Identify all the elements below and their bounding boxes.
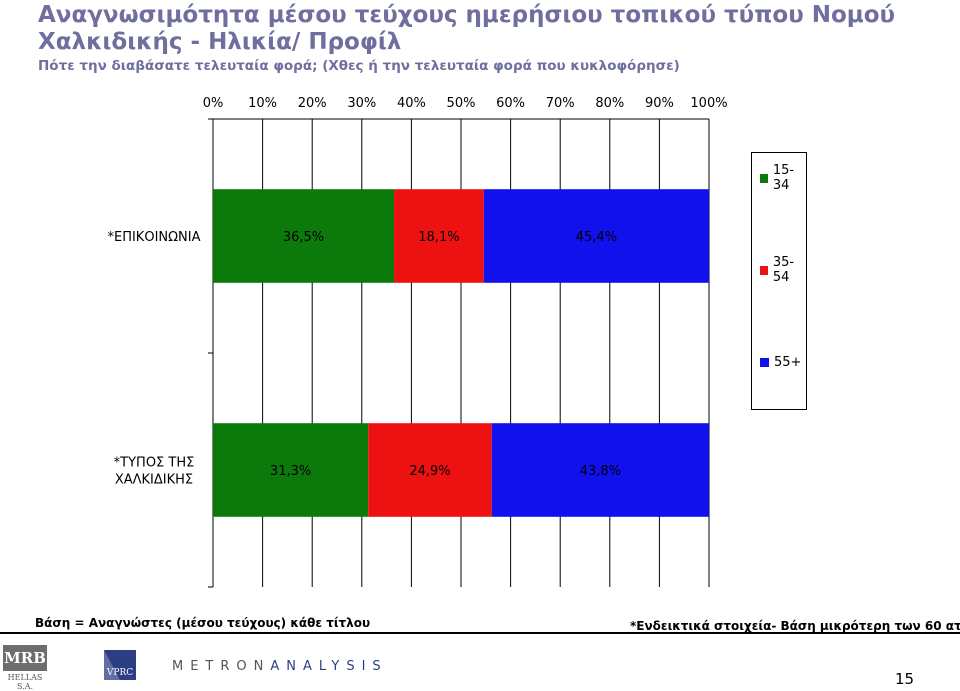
footer-base-note: Βάση = Αναγνώστες (μέσου τεύχους) κάθε τ… xyxy=(35,616,371,630)
legend-swatch-35-54 xyxy=(760,265,768,275)
category-label: *ΕΠΙΚΟΙΝΩΝΙΑ xyxy=(107,230,200,245)
page-title: Αναγνωσιμότητα μέσου τεύχους ημερήσιου τ… xyxy=(38,2,896,55)
x-tick-label: 10% xyxy=(248,96,277,111)
stacked-bar-chart: 0% 10% 20% 30% 40% 50% 60% 70% 80% 90% 100% 36,5% 18… xyxy=(107,96,728,588)
x-tick-label: 0% xyxy=(203,96,224,111)
x-tick-label: 50% xyxy=(447,96,476,111)
bar-segment xyxy=(483,189,709,283)
bar-segment xyxy=(368,423,492,517)
x-tick-label: 30% xyxy=(347,96,376,111)
category-label: *ΤΥΠΟΣ ΤΗΣ ΧΑΛΚΙΔΙΚΗΣ xyxy=(114,456,195,488)
chart-legend: 15-34 35-54 55+ xyxy=(751,152,807,410)
x-tick-label: 80% xyxy=(595,96,624,111)
legend-item-15-34: 15-34 xyxy=(760,163,806,193)
x-tick-label: 20% xyxy=(298,96,327,111)
footer-indicative-note: *Ενδεικτικά στοιχεία- Βάση μικρότερη των… xyxy=(630,619,960,633)
mrb-logo-subtitle: HELLAS S.A. xyxy=(7,673,43,691)
legend-swatch-55-plus xyxy=(760,357,769,367)
chart-subtitle: Πότε την διαβάσατε τελευταία φορά; (Χθες… xyxy=(38,58,680,74)
data-label: 18,1% xyxy=(418,230,459,245)
legend-swatch-15-34 xyxy=(760,173,768,183)
vprc-logo-text: VPRC xyxy=(106,668,133,678)
bar-segment xyxy=(491,423,709,517)
metron-analysis-logo: METRONANALYSIS xyxy=(172,659,388,674)
data-label: 45,4% xyxy=(576,230,617,245)
data-label: 43,8% xyxy=(580,464,621,479)
mrb-logo: MRB HELLAS S.A. xyxy=(3,645,47,691)
legend-item-55-plus: 55+ xyxy=(760,354,801,370)
metron-logo-part1: METRON xyxy=(172,659,271,674)
bar-segment xyxy=(394,189,484,283)
legend-label: 35-54 xyxy=(772,255,795,285)
footer-divider xyxy=(0,632,960,634)
vprc-logo: VPRC xyxy=(104,650,136,680)
mrb-logo-mark: MRB xyxy=(3,645,47,671)
x-tick-label: 60% xyxy=(496,96,525,111)
data-label: 31,3% xyxy=(270,464,311,479)
legend-item-35-54: 35-54 xyxy=(760,255,806,285)
bar-segment xyxy=(213,189,395,283)
data-label: 36,5% xyxy=(283,230,324,245)
bar-segment xyxy=(213,423,369,517)
x-tick-label: 100% xyxy=(690,96,727,111)
x-tick-label: 70% xyxy=(546,96,575,111)
legend-label: 55+ xyxy=(774,354,802,370)
metron-logo-part2: ANALYSIS xyxy=(270,659,388,674)
legend-label: 15-34 xyxy=(772,163,795,193)
x-tick-label: 40% xyxy=(397,96,426,111)
data-label: 24,9% xyxy=(409,464,450,479)
page-number: 15 xyxy=(895,670,915,688)
x-tick-label: 90% xyxy=(645,96,674,111)
